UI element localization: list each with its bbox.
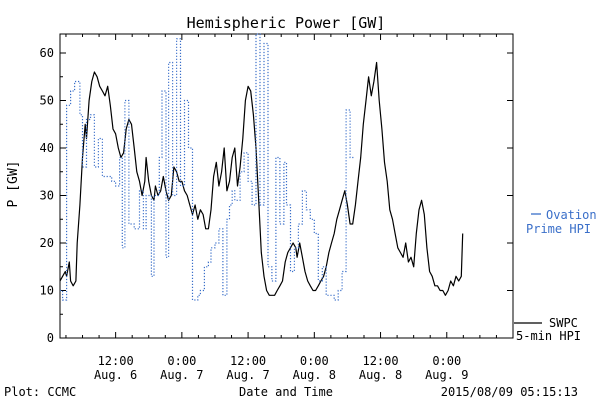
x-axis-label: Date and Time <box>239 385 333 399</box>
legend-label-ovation: Ovation <box>546 208 597 222</box>
x-tick-label-time: 0:00 <box>432 354 461 368</box>
plot-timestamp: 2015/08/09 05:15:13 <box>441 385 578 399</box>
x-tick-label-date: Aug. 7 <box>160 368 203 382</box>
y-tick-label: 10 <box>40 284 54 298</box>
y-tick-label: 30 <box>40 189 54 203</box>
legend-label-swpc: SWPC <box>549 316 578 330</box>
y-tick-label: 60 <box>40 46 54 60</box>
x-tick-label-time: 12:00 <box>98 354 134 368</box>
x-tick-label-date: Aug. 6 <box>94 368 137 382</box>
x-tick-label-time: 0:00 <box>167 354 196 368</box>
x-tick-label-date: Aug. 8 <box>293 368 336 382</box>
series-line-swpc-5min-hpi <box>59 61 464 296</box>
x-tick-label-date: Aug. 7 <box>226 368 269 382</box>
chart-title: Hemispheric Power [GW] <box>187 14 386 32</box>
series-line-ovation-prime-hpi <box>60 33 355 301</box>
legend-label-prime-hpi: Prime HPI <box>526 222 591 236</box>
plot-credit: Plot: CCMC <box>4 385 76 399</box>
y-tick-label: 0 <box>47 331 54 345</box>
y-tick-label: 40 <box>40 141 54 155</box>
x-tick-label-date: Aug. 8 <box>359 368 402 382</box>
y-tick-label: 20 <box>40 236 54 250</box>
x-tick-label-time: 12:00 <box>362 354 398 368</box>
y-tick-label: 50 <box>40 94 54 108</box>
x-tick-label-date: Aug. 9 <box>425 368 468 382</box>
legend-label-5min-hpi: 5-min HPI <box>516 329 581 343</box>
x-tick-label-time: 12:00 <box>230 354 266 368</box>
plot-frame <box>59 33 514 339</box>
y-axis-label: P [GW] <box>6 161 21 208</box>
x-tick-label-time: 0:00 <box>300 354 329 368</box>
series-group <box>59 33 464 301</box>
